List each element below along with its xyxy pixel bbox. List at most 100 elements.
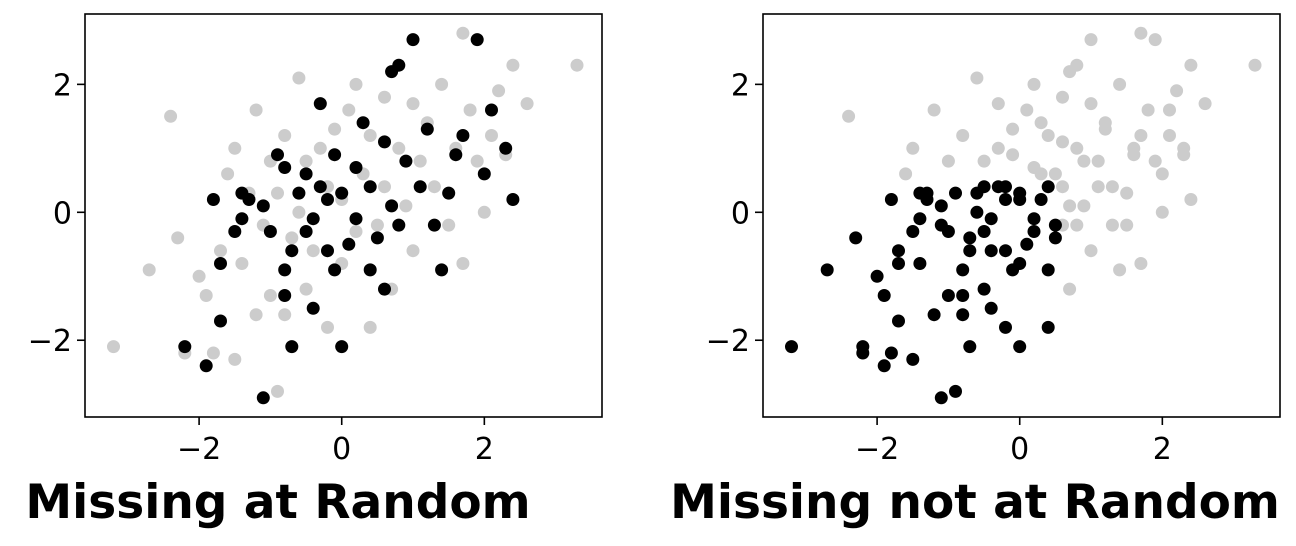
observed-point xyxy=(492,84,506,98)
observed-point xyxy=(899,167,913,181)
observed-point xyxy=(1184,193,1198,206)
missing-point xyxy=(313,180,327,194)
missing-point xyxy=(299,225,313,238)
observed-point xyxy=(249,308,263,322)
observed-point xyxy=(306,244,320,258)
missing-point xyxy=(999,244,1012,258)
missing-point xyxy=(499,141,513,155)
observed-point xyxy=(349,225,363,238)
observed-point xyxy=(299,154,313,168)
observed-point xyxy=(906,141,920,155)
observed-point xyxy=(485,129,498,142)
y-tick-label: 0 xyxy=(53,196,72,231)
missing-point xyxy=(977,180,991,194)
observed-point xyxy=(1063,199,1077,213)
missing-point xyxy=(849,231,863,245)
observed-point xyxy=(477,205,491,219)
missing-point xyxy=(941,225,955,238)
axes-frame xyxy=(84,13,603,418)
missing-point xyxy=(356,116,370,130)
observed-point xyxy=(956,129,970,142)
missing-point xyxy=(1013,340,1027,354)
observed-point xyxy=(214,244,227,258)
missing-point xyxy=(228,225,242,238)
observed-point xyxy=(271,186,284,200)
chart-panel-2: −2 0 2 −2 0 2 Missing not at Random xyxy=(670,13,1281,530)
missing-point xyxy=(278,263,292,277)
missing-point xyxy=(999,320,1012,334)
missing-point xyxy=(1020,237,1034,251)
observed-point xyxy=(970,71,984,85)
missing-point xyxy=(934,391,948,405)
missing-point xyxy=(956,289,970,302)
missing-point xyxy=(206,193,220,206)
missing-point xyxy=(292,186,306,200)
observed-point xyxy=(1034,167,1048,181)
missing-point xyxy=(1048,231,1062,245)
observed-point xyxy=(842,109,856,123)
observed-point xyxy=(1091,180,1105,194)
observed-point xyxy=(1091,154,1105,168)
observed-point xyxy=(1148,154,1162,168)
missing-point xyxy=(1013,257,1027,270)
missing-point xyxy=(321,193,334,206)
missing-point xyxy=(984,244,998,258)
observed-point xyxy=(1198,97,1212,111)
observed-point xyxy=(342,103,356,117)
missing-point xyxy=(999,180,1012,194)
observed-point xyxy=(171,231,185,245)
observed-point xyxy=(1056,180,1069,194)
observed-point xyxy=(1041,129,1055,142)
missing-point xyxy=(278,289,292,302)
observed-point xyxy=(927,103,941,117)
observed-point xyxy=(299,282,313,296)
observed-point xyxy=(249,103,263,117)
observed-point xyxy=(1141,103,1155,117)
observed-point xyxy=(413,154,427,168)
missing-point xyxy=(335,340,349,354)
panel-title: Missing not at Random xyxy=(670,475,1280,530)
missing-point xyxy=(306,301,320,315)
missing-point xyxy=(470,33,484,47)
missing-point xyxy=(271,148,284,162)
observed-point xyxy=(235,257,249,270)
observed-point xyxy=(1063,282,1077,296)
missing-point xyxy=(877,359,891,373)
observed-point xyxy=(321,320,334,334)
observed-point xyxy=(1084,33,1098,47)
missing-point xyxy=(892,244,905,258)
missing-point xyxy=(892,314,905,328)
x-tick-label: −2 xyxy=(177,432,221,467)
missing-point xyxy=(214,314,227,328)
missing-point xyxy=(442,186,456,200)
missing-point xyxy=(884,193,898,206)
missing-point xyxy=(956,263,970,277)
x-tick-label: 2 xyxy=(475,432,494,467)
observed-point xyxy=(392,141,406,155)
missing-point xyxy=(963,244,977,258)
missing-point xyxy=(956,308,970,322)
missing-point xyxy=(456,129,470,142)
observed-point xyxy=(941,154,955,168)
missing-point xyxy=(1041,263,1055,277)
observed-point xyxy=(378,180,391,194)
missing-point xyxy=(913,212,927,226)
missing-point xyxy=(920,193,934,206)
missing-point xyxy=(256,199,270,213)
missing-point xyxy=(328,148,342,162)
observed-point xyxy=(1163,103,1176,117)
missing-point xyxy=(285,340,299,354)
observed-point xyxy=(278,308,292,322)
observed-point xyxy=(313,141,327,155)
observed-point xyxy=(107,340,120,354)
missing-point xyxy=(506,193,520,206)
observed-point xyxy=(1248,58,1262,72)
missing-point xyxy=(378,135,391,149)
missing-point xyxy=(385,199,399,213)
missing-point xyxy=(370,231,384,245)
observed-point xyxy=(406,97,420,111)
y-tick-label: −2 xyxy=(28,324,72,359)
observed-point xyxy=(263,289,277,302)
missing-point xyxy=(392,218,406,232)
observed-point xyxy=(292,71,306,85)
